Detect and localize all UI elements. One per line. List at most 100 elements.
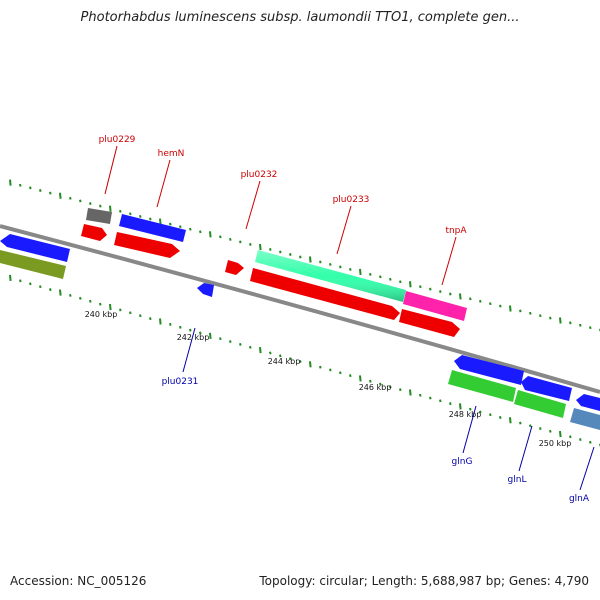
gene-label-plu0232[interactable]: plu0232 [241,170,278,180]
inner-tick [589,440,592,444]
outer-tick [129,212,132,216]
leader-line [336,205,352,255]
outer-tick [409,281,412,288]
leader-line [462,405,477,454]
inner-tick [479,410,482,414]
outer-tick [579,323,582,327]
feature-tracks [0,208,600,430]
genome-backbone [0,224,600,394]
outer-tick [499,304,502,308]
scale-label: 242 kbp [177,333,210,342]
outer-tick [389,277,392,281]
outer-tick [289,253,292,256]
outer-tick [359,268,362,276]
outer-tick [309,256,312,263]
outer-tick [79,199,82,203]
outer-tick [329,263,332,266]
outer-tick [299,255,302,259]
inner-tick [149,317,152,321]
inner-tick [369,379,372,383]
inner-tick [49,288,52,292]
feature-plu0229-red[interactable] [81,224,107,241]
feature-glnG-green[interactable] [448,370,516,402]
outer-tick [9,179,12,186]
inner-tick [209,332,212,339]
inner-tick [119,308,122,312]
inner-tick [489,413,492,417]
outer-tick [509,305,512,312]
inner-tick [549,429,552,433]
inner-tick [219,337,222,341]
outer-tick [189,227,192,231]
outer-tick [39,189,42,192]
feature-glnA-blue[interactable] [576,394,600,411]
leader-line [104,145,118,195]
outer-tick [149,217,152,221]
inner-tick [449,402,452,406]
feature-tnpA-pink[interactable] [403,291,467,321]
gene-label-glnG[interactable]: glnG [452,457,473,467]
inner-tick [189,328,192,332]
outer-tick [29,186,32,190]
inner-tick [519,421,522,425]
inner-tick [529,424,532,428]
outer-tick [229,237,232,241]
outer-tick [519,309,522,313]
gene-label-plu0229[interactable]: plu0229 [99,135,136,145]
inner-tick [399,388,402,392]
feature-tnpA-red[interactable] [399,309,460,337]
inner-tick [279,354,282,358]
inner-tick [169,322,172,326]
feature-plu0229-gray[interactable] [86,208,112,224]
outer-tick [369,272,372,276]
inner-tick [569,435,572,439]
gene-label-hemN[interactable]: hemN [158,149,185,159]
outer-tick [109,205,112,212]
gene-label-plu0233[interactable]: plu0233 [333,195,370,205]
gene-label-glnA[interactable]: glnA [569,494,590,504]
inner-tick [79,296,82,300]
gene-label-plu0231[interactable]: plu0231 [162,377,199,387]
inner-tick [439,399,442,403]
inner-tick [509,417,512,424]
inner-tick [299,360,302,363]
outer-tick [49,191,52,195]
gene-label-tnpA[interactable]: tnpA [445,226,467,236]
feature-plu0232-red[interactable] [225,260,244,275]
inner-tick [129,311,132,315]
outer-tick [529,311,532,315]
feature-glnL-green[interactable] [514,390,566,418]
feature-left-olive[interactable] [0,250,66,279]
inner-tick [329,368,332,372]
outer-tick [319,260,322,264]
outer-tick [449,292,452,296]
inner-tick [89,299,92,303]
scale-label: 250 kbp [539,439,572,448]
inner-tick [429,396,432,400]
inner-tick [159,318,162,325]
feature-glnL-blue[interactable] [521,376,572,401]
outer-tick [339,265,342,269]
feature-left-blue[interactable] [0,234,70,262]
gene-label-glnL[interactable]: glnL [508,475,527,485]
outer-tick [379,275,382,279]
outer-tick-ring [9,179,600,332]
feature-hemN-blue[interactable] [119,214,186,242]
feature-hemN-red[interactable] [114,232,180,258]
leader-line [579,446,595,491]
inner-tick [389,385,392,389]
inner-tick [99,302,102,306]
inner-tick [239,342,242,346]
inner-tick [579,438,582,441]
feature-glnG-blue[interactable] [454,355,524,385]
inner-tick [109,303,112,311]
outer-tick [69,196,72,200]
feature-glnA-steel[interactable] [570,408,600,430]
outer-tick [99,204,102,208]
feature-plu0233-red[interactable] [250,268,400,320]
inner-tick [29,282,32,286]
feature-plu0231-blue[interactable] [197,283,214,297]
inner-tick [179,325,182,329]
outer-tick [179,225,182,229]
